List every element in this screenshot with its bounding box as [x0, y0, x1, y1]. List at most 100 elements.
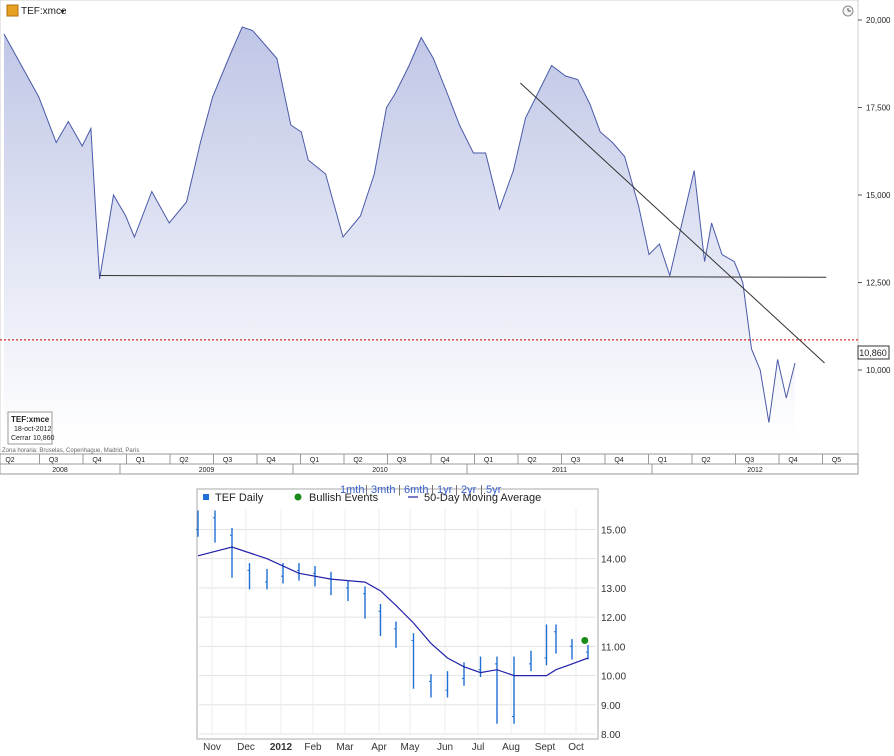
y-tick-label: 15,000	[866, 191, 891, 200]
quarter-row	[0, 453, 859, 465]
range-tab-separator: |	[365, 484, 368, 496]
range-tab-separator: |	[455, 484, 458, 496]
top-annotation-layer	[0, 82, 858, 364]
price-badge: 10,860	[857, 345, 890, 360]
x-tick-label: Feb	[304, 742, 322, 753]
x-tick-label: Dec	[237, 742, 255, 753]
price-badge-value: 10,860	[859, 348, 887, 358]
info-box-close-label: Cerrar	[11, 435, 32, 442]
x-tick-label: Nov	[203, 742, 221, 753]
moving-average-line	[197, 546, 589, 677]
range-tab-label[interactable]: 3mth	[371, 484, 395, 496]
quarter-label: Q2	[353, 457, 362, 464]
x-tick-label: Aug	[502, 742, 520, 753]
ma-legend-label: 50-Day Moving Average	[424, 492, 541, 504]
quarter-label: Q3	[571, 457, 580, 464]
x-tick-label: Oct	[568, 742, 584, 753]
bottom-chart: TEF Daily Bullish Events 50-Day Moving A…	[196, 484, 626, 753]
quarter-label: Q3	[397, 457, 406, 464]
quarter-label: Q3	[745, 457, 754, 464]
range-tab-5yr[interactable]: 5yr	[486, 484, 502, 496]
support-line	[99, 275, 827, 278]
daily-legend-swatch	[203, 494, 209, 500]
y-tick-label: 20,000	[866, 16, 891, 25]
year-row	[0, 463, 859, 475]
chevron-down-icon: ▼	[59, 9, 66, 16]
range-tabs: 1mth | 3mth | 6mth | 1yr | 2yr | 5yr	[340, 484, 502, 496]
y-tick-label: 14.00	[601, 555, 626, 566]
trend-line	[519, 82, 825, 364]
range-tab-3mth[interactable]: 3mth	[371, 484, 395, 496]
x-tick-label: Mar	[336, 742, 354, 753]
range-tab-separator: |	[431, 484, 434, 496]
quarter-label: Q3	[49, 457, 58, 464]
year-label: 2008	[52, 467, 68, 474]
timezone-note: Zona horaria: Bruselas, Copenhague, Madr…	[2, 448, 139, 454]
bottom-y-axis: 15.00 14.00 13.00 12.00 11.00 10.00 9.00 8.00	[601, 525, 626, 741]
y-tick-label: 17,500	[866, 104, 891, 113]
y-tick-label: 11.00	[601, 642, 626, 653]
bottom-series-layer	[196, 510, 589, 724]
top-y-axis: 20,000 17,500 15,000 12,500 10,000	[858, 16, 891, 375]
quarter-label: Q4	[440, 457, 449, 464]
daily-legend-label: TEF Daily	[215, 492, 264, 504]
year-label: 2009	[199, 467, 215, 474]
x-tick-label: Jul	[472, 742, 485, 753]
price-line	[3, 26, 796, 423]
x-tick-label: May	[401, 742, 420, 753]
quarter-label: Q2	[179, 457, 188, 464]
quarter-label: Q4	[788, 457, 797, 464]
y-tick-label: 10.00	[601, 672, 626, 683]
info-box-close-value: 10,860	[33, 435, 55, 442]
bottom-x-axis: Nov Dec 2012 Feb Mar Apr May Jun Jul Aug Sept Oct	[203, 742, 584, 753]
quarter-label: Q4	[266, 457, 275, 464]
symbol-selector[interactable]: TEF:xmce ▼	[6, 4, 67, 17]
range-tab-label[interactable]: 5yr	[486, 484, 502, 496]
quarter-label: Q1	[658, 457, 667, 464]
year-label: 2012	[747, 467, 763, 474]
y-tick-label: 15.00	[601, 525, 626, 536]
quarter-label: Q4	[614, 457, 623, 464]
top-chart: TEF:xmce ▼ 20,000 17,500 15,000 12,500 10,00…	[0, 0, 892, 475]
quarter-label: Q2	[5, 457, 14, 464]
chart-icon	[6, 4, 19, 17]
info-box-title: TEF:xmce	[11, 415, 50, 424]
y-tick-label: 9.00	[601, 701, 621, 712]
range-tab-separator: |	[398, 484, 401, 496]
top-series-layer	[3, 26, 796, 440]
quarter-label: Q3	[223, 457, 232, 464]
quarter-label: Q1	[310, 457, 319, 464]
range-tab-1mth[interactable]: 1mth	[340, 484, 364, 496]
bullish-legend-label: Bullish Events	[309, 492, 379, 504]
quarter-label: Q1	[136, 457, 145, 464]
bullish-event-marker	[581, 636, 589, 644]
range-tab-label[interactable]: 1mth	[340, 484, 364, 496]
quarter-label: Q5	[832, 457, 841, 464]
symbol-label: TEF:xmce	[21, 6, 67, 17]
quarter-label: Q1	[484, 457, 493, 464]
price-area	[4, 27, 795, 440]
range-tab-1yr[interactable]: 1yr	[437, 484, 453, 496]
clock-icon[interactable]	[842, 5, 854, 17]
year-label: 2010	[372, 467, 388, 474]
range-tab-separator: |	[480, 484, 483, 496]
y-tick-label: 10,000	[866, 366, 891, 375]
bottom-legend: TEF Daily Bullish Events 50-Day Moving A…	[203, 492, 541, 504]
y-tick-label: 12,500	[866, 279, 891, 288]
range-tab-label[interactable]: 1yr	[437, 484, 453, 496]
x-tick-label: Sept	[535, 742, 556, 753]
range-tab-2yr[interactable]: 2yr	[461, 484, 477, 496]
range-tab-6mth[interactable]: 6mth	[404, 484, 428, 496]
top-x-axis: Q2 Q3 Q4 Q1 Q2 Q3 Q4 Q1 Q2 Q3 Q4 Q1 Q2 Q3 Q4 Q1 Q2 Q3 Q4 Q5…	[0, 453, 859, 475]
x-tick-label: Apr	[371, 742, 387, 753]
quarter-label: Q4	[92, 457, 101, 464]
x-tick-label: 2012	[270, 742, 293, 753]
range-tab-label[interactable]: 6mth	[404, 484, 428, 496]
info-box-date: 18-oct-2012	[14, 426, 51, 433]
range-tab-label[interactable]: 2yr	[461, 484, 477, 496]
x-tick-label: Jun	[437, 742, 453, 753]
info-box: TEF:xmce 18-oct-2012 Cerrar 10,860	[7, 411, 55, 445]
quarter-label: Q2	[527, 457, 536, 464]
bottom-plot-frame	[196, 488, 599, 740]
y-tick-label: 8.00	[601, 730, 621, 741]
